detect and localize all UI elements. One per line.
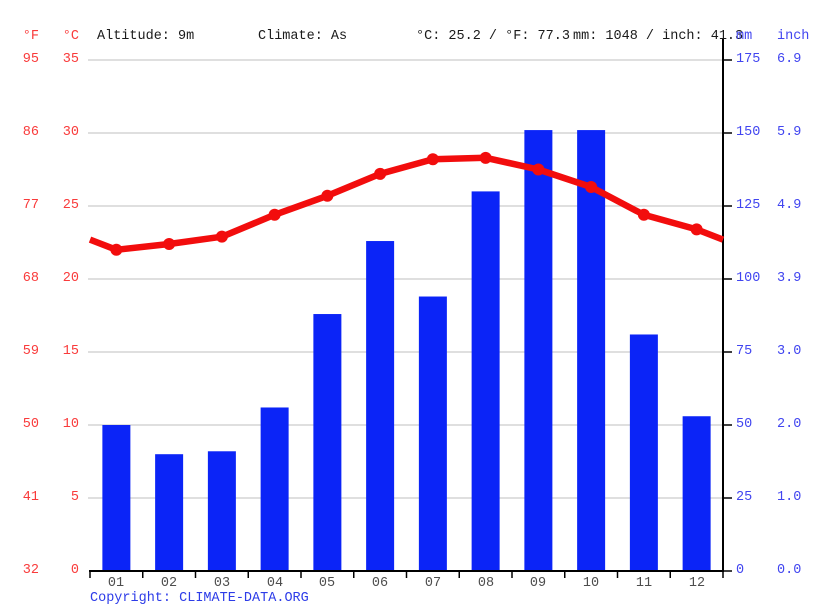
mm-axis-tick: 175 bbox=[736, 52, 761, 67]
mm-axis-tick: 125 bbox=[736, 198, 761, 213]
precipitation-bar bbox=[366, 241, 395, 572]
inch-axis-tick: 6.9 bbox=[777, 52, 802, 67]
climate-data-org-link[interactable]: CLIMATE-DATA.ORG bbox=[179, 591, 309, 606]
inch-axis-tick: 3.0 bbox=[777, 344, 802, 359]
f-axis-tick: 86 bbox=[22, 125, 39, 140]
inch-unit-label: inch bbox=[777, 29, 810, 44]
precipitation-bar bbox=[629, 334, 658, 571]
inch-axis-tick: 5.9 bbox=[777, 125, 802, 140]
f-axis-tick: 59 bbox=[22, 344, 39, 359]
precipitation-bar bbox=[524, 130, 553, 571]
month-label: 09 bbox=[529, 576, 547, 591]
temperature-point bbox=[163, 237, 176, 250]
temperature-point bbox=[374, 167, 387, 180]
f-axis-tick: 50 bbox=[22, 417, 39, 432]
precipitation-bar bbox=[260, 407, 289, 571]
inch-axis-tick: 1.0 bbox=[777, 490, 802, 505]
precipitation-bar bbox=[155, 454, 184, 571]
fahrenheit-unit-label: °F bbox=[22, 29, 39, 44]
c-axis-tick: 25 bbox=[62, 198, 79, 213]
month-label: 02 bbox=[160, 576, 178, 591]
temperature-point bbox=[690, 223, 703, 236]
altitude-label: Altitude: 9m bbox=[97, 29, 195, 44]
mm-axis-tick: 75 bbox=[736, 344, 753, 359]
mm-axis-tick: 25 bbox=[736, 490, 753, 505]
inch-axis-tick: 0.0 bbox=[777, 563, 802, 578]
c-axis-tick: 35 bbox=[62, 52, 79, 67]
month-label: 10 bbox=[582, 576, 600, 591]
c-axis-tick: 0 bbox=[70, 563, 79, 578]
month-label: 12 bbox=[688, 576, 706, 591]
temperature-point bbox=[585, 181, 598, 194]
inch-axis-tick: 2.0 bbox=[777, 417, 802, 432]
precipitation-bar bbox=[207, 451, 236, 571]
mean-temperature-label: °C: 25.2 / °F: 77.3 bbox=[416, 29, 570, 44]
f-axis-tick: 32 bbox=[22, 563, 39, 578]
month-label: 11 bbox=[635, 576, 653, 591]
temperature-point bbox=[532, 163, 545, 176]
temperature-point bbox=[479, 151, 492, 164]
month-label: 05 bbox=[318, 576, 336, 591]
temperature-line bbox=[88, 154, 725, 254]
month-label: 08 bbox=[477, 576, 495, 591]
copyright: Copyright: CLIMATE-DATA.ORG bbox=[90, 590, 309, 608]
copyright-prefix: Copyright: bbox=[90, 591, 180, 606]
precipitation-bar bbox=[102, 425, 131, 571]
temperature-point bbox=[637, 208, 650, 221]
c-axis-tick: 15 bbox=[62, 344, 79, 359]
f-axis-tick: 77 bbox=[22, 198, 39, 213]
precipitation-bar bbox=[471, 191, 500, 571]
annual-precipitation-label: mm: 1048 / inch: 41.3 bbox=[573, 29, 744, 44]
c-axis-tick: 5 bbox=[70, 490, 79, 505]
f-axis-tick: 41 bbox=[22, 490, 39, 505]
c-axis-tick: 30 bbox=[62, 125, 79, 140]
mm-axis-tick: 100 bbox=[736, 271, 761, 286]
f-axis-tick: 95 bbox=[22, 52, 39, 67]
climate-class-label: Climate: As bbox=[258, 29, 348, 44]
temperature-point bbox=[110, 243, 123, 256]
precipitation-bar bbox=[418, 296, 447, 571]
c-axis-tick: 20 bbox=[62, 271, 79, 286]
precipitation-bar bbox=[682, 416, 711, 571]
mm-axis-tick: 50 bbox=[736, 417, 753, 432]
inch-axis-tick: 3.9 bbox=[777, 271, 802, 286]
month-label: 06 bbox=[371, 576, 389, 591]
mm-axis-tick: 0 bbox=[736, 563, 745, 578]
temperature-point bbox=[215, 230, 228, 243]
month-label: 04 bbox=[266, 576, 284, 591]
mm-unit-label: mm bbox=[736, 29, 753, 44]
temperature-point bbox=[268, 208, 281, 221]
f-axis-tick: 68 bbox=[22, 271, 39, 286]
month-label: 07 bbox=[424, 576, 442, 591]
temperature-point bbox=[321, 189, 334, 202]
temperature-point bbox=[426, 153, 439, 166]
c-axis-tick: 10 bbox=[62, 417, 79, 432]
month-label: 01 bbox=[107, 576, 125, 591]
mm-axis-tick: 150 bbox=[736, 125, 761, 140]
celsius-unit-label: °C bbox=[62, 29, 79, 44]
precipitation-bar bbox=[577, 130, 606, 571]
precipitation-bar bbox=[313, 314, 342, 571]
month-label: 03 bbox=[213, 576, 231, 591]
inch-axis-tick: 4.9 bbox=[777, 198, 802, 213]
